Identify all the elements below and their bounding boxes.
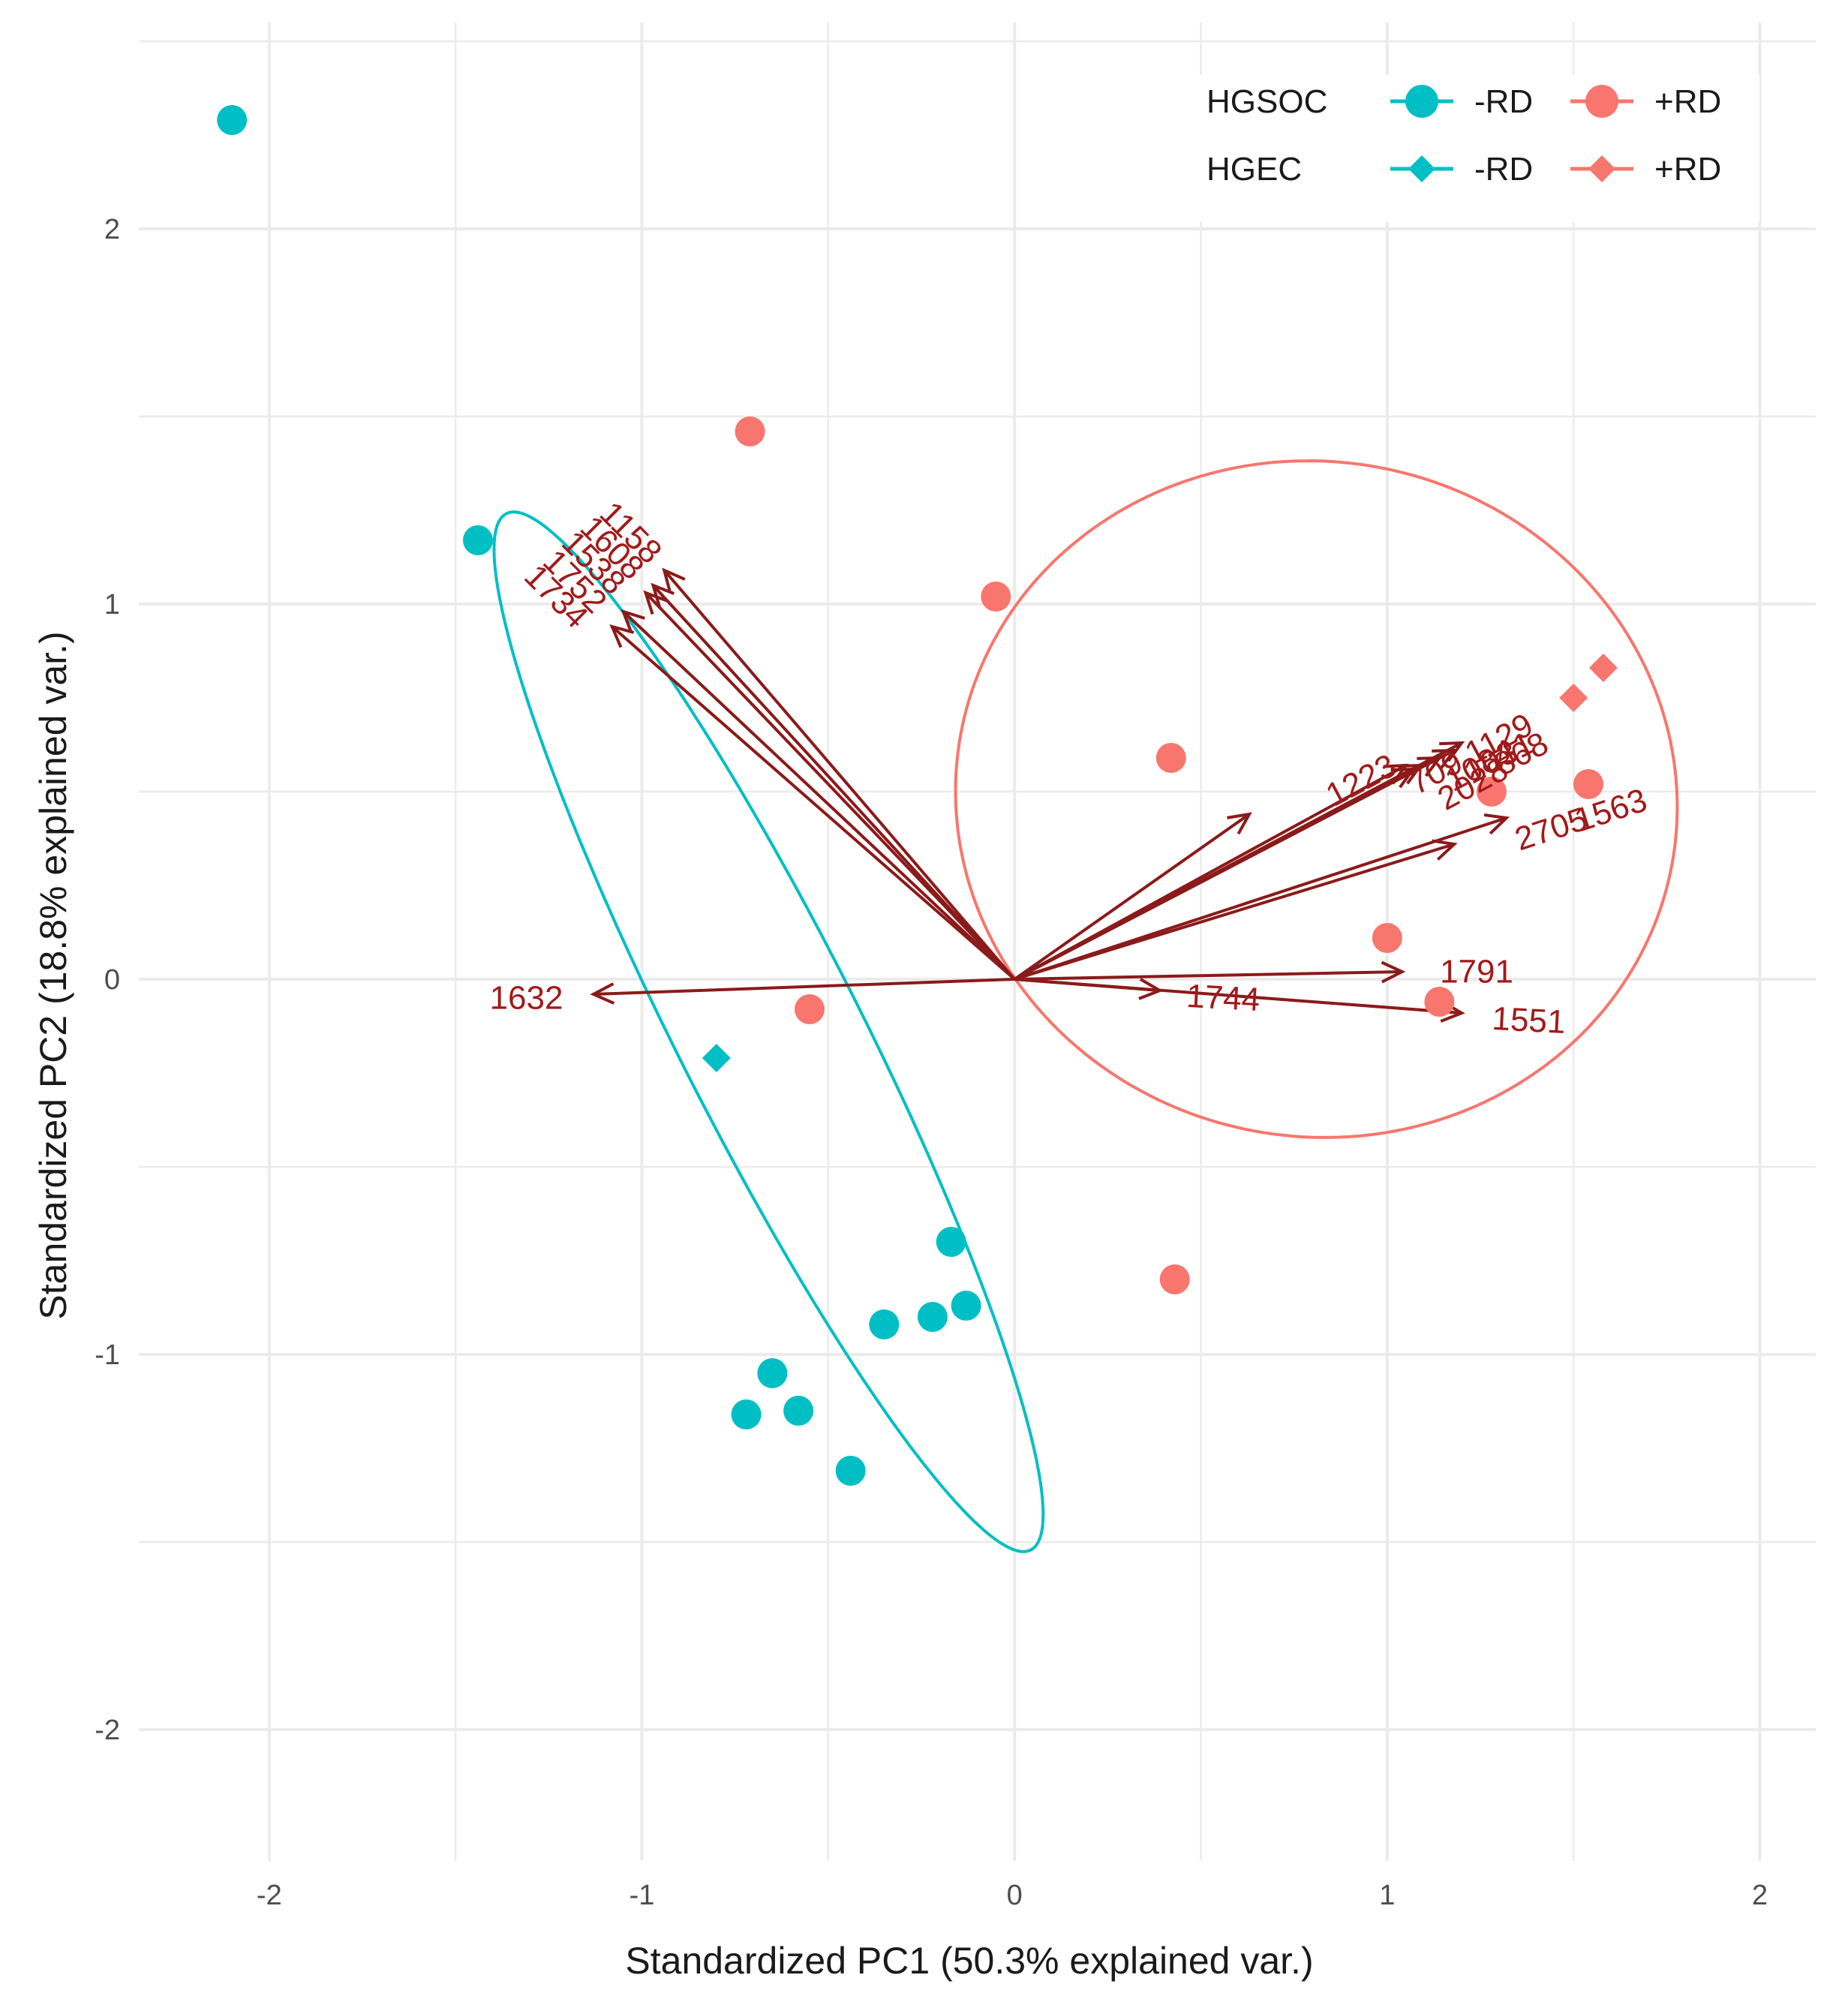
point-hgec-rd [1559, 684, 1588, 712]
loading-arrow-1551 [1014, 978, 1462, 1015]
x-tick-label: -1 [630, 1880, 655, 1911]
ellipse-minus-rd [492, 510, 1045, 1553]
loading-arrowhead-1632 [590, 982, 615, 1005]
loading-arrowhead-868 [1398, 763, 1424, 785]
loading-label-1744: 1744 [1185, 978, 1261, 1018]
point-hgsoc-rd [1372, 923, 1402, 953]
point-hgsoc-rd [735, 416, 765, 446]
loading-arrowhead-1158 [662, 567, 686, 593]
legend-key-circle-minus-rd [1405, 85, 1438, 118]
loading-arrows [590, 567, 1510, 1023]
y-tick-label: -1 [95, 1339, 120, 1371]
point-hgsoc-rd [936, 1227, 966, 1257]
point-hgsoc-rd [217, 105, 248, 135]
legend-hgsoc-minus-rd-label: -RD [1474, 83, 1533, 120]
y-axis-title: Standardized PC2 (18.8% explained var.) [32, 631, 74, 1319]
legend-hgsoc-plus-rd-label: +RD [1654, 83, 1721, 120]
point-hgsoc-rd [795, 994, 825, 1024]
point-hgsoc-rd [869, 1309, 900, 1339]
x-tick-label: 0 [1007, 1880, 1023, 1911]
point-hgsoc-rd [835, 1456, 866, 1486]
loading-arrow-1608 [651, 584, 1016, 981]
x-tick-label: -2 [257, 1880, 282, 1911]
loading-arrowhead-2705 [1432, 839, 1458, 861]
point-hgsoc-rd [783, 1396, 814, 1426]
legend-key-diamond-plus-rd [1588, 155, 1615, 182]
loading-label-1223: 1223 [1320, 747, 1402, 813]
y-tick-label: -2 [95, 1715, 120, 1746]
x-axis-title: Standardized PC1 (50.3% explained var.) [625, 1940, 1313, 1982]
y-tick-label: 1 [104, 589, 120, 621]
y-tick-label: 0 [104, 964, 120, 996]
point-hgsoc-rd [1573, 769, 1604, 799]
loading-arrow-868 [1014, 764, 1422, 981]
point-hgec-rd [702, 1044, 731, 1072]
point-hgsoc-rd [951, 1291, 981, 1321]
axis-ticks: -2 -1 0 1 2 -2 -1 0 1 2 [95, 214, 1768, 1911]
x-tick-label: 2 [1752, 1880, 1768, 1911]
loading-label-1791: 1791 [1440, 954, 1513, 990]
loading-arrow-2705 [1014, 843, 1455, 981]
legend-hgec-minus-rd-label: -RD [1474, 151, 1533, 188]
loading-arrowhead-1084 [1417, 756, 1443, 777]
legend: HGSOC HGEC -RD +RD -RD +RD [1167, 75, 1759, 222]
point-hgsoc-rd [1155, 743, 1186, 773]
point-hgsoc-rd [981, 582, 1011, 612]
loading-labels: 1158160815381752173412231129103110847092… [490, 494, 1651, 1041]
loading-arrowhead-1734 [609, 624, 635, 648]
point-hgsoc-rd [1424, 987, 1455, 1017]
point-hgsoc-rd [731, 1399, 762, 1429]
loading-label-1551: 1551 [1491, 1000, 1566, 1041]
loading-arrow-1158 [663, 569, 1016, 981]
loading-arrowhead-1031 [1432, 748, 1458, 770]
ellipse-plus-rd [954, 459, 1679, 1139]
ellipses [492, 459, 1679, 1553]
loading-arrowhead-1608 [651, 582, 675, 608]
legend-key-circle-plus-rd [1585, 85, 1618, 118]
loading-arrow-1538 [645, 591, 1016, 981]
legend-key-diamond-minus-rd [1408, 155, 1435, 182]
loading-arrowhead-1538 [643, 590, 668, 615]
loading-arrow-1563 [1014, 816, 1507, 981]
y-tick-label: 2 [104, 214, 120, 245]
point-hgec-rd [1588, 654, 1618, 682]
data-points [217, 105, 1618, 1486]
x-tick-label: 1 [1379, 1880, 1395, 1911]
point-hgsoc-rd [1476, 777, 1507, 807]
loading-arrowhead-1791 [1381, 960, 1406, 984]
loading-arrowhead-1129 [1439, 741, 1465, 762]
legend-hgec-plus-rd-label: +RD [1654, 151, 1721, 188]
point-hgsoc-rd [917, 1302, 948, 1332]
point-hgsoc-rd [462, 525, 493, 555]
loading-arrow-1632 [593, 978, 1015, 996]
legend-background [1167, 75, 1759, 222]
loading-arrow-1791 [1014, 970, 1402, 981]
loading-label-1632: 1632 [490, 980, 563, 1017]
legend-group-hgec: HGEC [1206, 151, 1302, 188]
loading-label-2705: 2705 [1510, 801, 1591, 858]
loading-arrow-1734 [611, 625, 1016, 981]
loading-arrowhead-1223 [1227, 812, 1252, 835]
point-hgsoc-rd [757, 1358, 788, 1388]
loading-arrowhead-1563 [1483, 813, 1510, 835]
legend-group-hgsoc: HGSOC [1206, 83, 1327, 120]
point-hgsoc-rd [1159, 1264, 1190, 1294]
loading-arrow-1223 [1014, 813, 1251, 981]
loading-arrow-1752 [622, 610, 1016, 981]
loading-arrowhead-1752 [621, 609, 645, 633]
